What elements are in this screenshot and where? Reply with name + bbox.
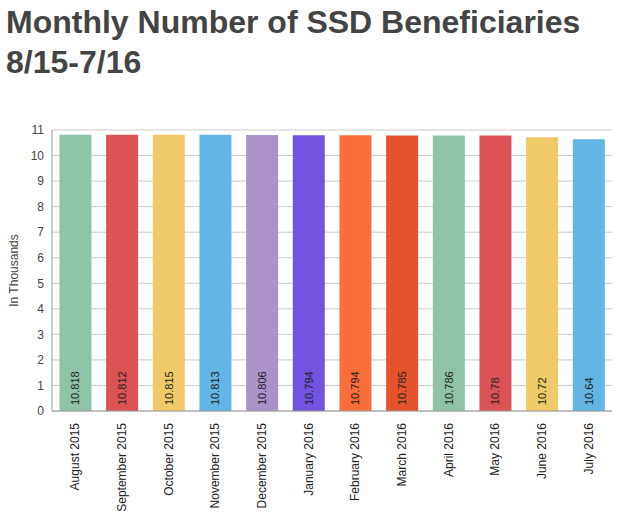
svg-text:March 2016: March 2016: [395, 423, 409, 487]
svg-text:11: 11: [32, 123, 45, 137]
svg-text:4: 4: [37, 302, 44, 316]
svg-text:July 2016: July 2016: [582, 423, 596, 475]
svg-text:10.815: 10.815: [163, 371, 175, 405]
svg-text:10.806: 10.806: [256, 371, 268, 405]
svg-text:10.72: 10.72: [536, 377, 548, 405]
svg-text:April 2016: April 2016: [442, 423, 456, 477]
svg-text:10.818: 10.818: [69, 371, 81, 405]
svg-text:December 2015: December 2015: [255, 423, 269, 509]
svg-text:5: 5: [37, 277, 44, 291]
svg-text:3: 3: [37, 328, 44, 342]
svg-text:9: 9: [37, 174, 44, 188]
svg-text:6: 6: [37, 251, 44, 265]
svg-text:1: 1: [37, 379, 44, 393]
svg-text:10.812: 10.812: [116, 371, 128, 405]
svg-text:8: 8: [37, 200, 44, 214]
svg-text:10.794: 10.794: [349, 371, 361, 405]
svg-text:In Thousands: In Thousands: [8, 234, 21, 307]
svg-text:10.78: 10.78: [489, 377, 501, 405]
svg-text:June 2016: June 2016: [535, 423, 549, 479]
svg-text:February 2016: February 2016: [348, 423, 362, 501]
svg-text:0: 0: [37, 404, 44, 418]
svg-text:2: 2: [37, 353, 44, 367]
svg-text:10.813: 10.813: [209, 371, 221, 405]
svg-text:October 2015: October 2015: [162, 423, 176, 496]
svg-text:10.64: 10.64: [583, 377, 595, 405]
svg-text:September 2015: September 2015: [115, 423, 129, 512]
svg-text:10.786: 10.786: [443, 371, 455, 405]
svg-text:10: 10: [31, 149, 45, 163]
svg-text:November 2015: November 2015: [208, 423, 222, 509]
html-text:8/15-7/16: 8/15-7/16: [6, 44, 142, 80]
svg-text:7: 7: [37, 225, 44, 239]
svg-text:10.785: 10.785: [396, 371, 408, 405]
svg-text:May 2016: May 2016: [488, 423, 502, 476]
svg-text:January 2016: January 2016: [302, 423, 316, 496]
svg-text:10.794: 10.794: [303, 371, 315, 405]
svg-text:August 2015: August 2015: [68, 423, 82, 491]
html-text:Monthly Number of SSD Benefici: Monthly Number of SSD Beneficiaries: [6, 4, 581, 40]
